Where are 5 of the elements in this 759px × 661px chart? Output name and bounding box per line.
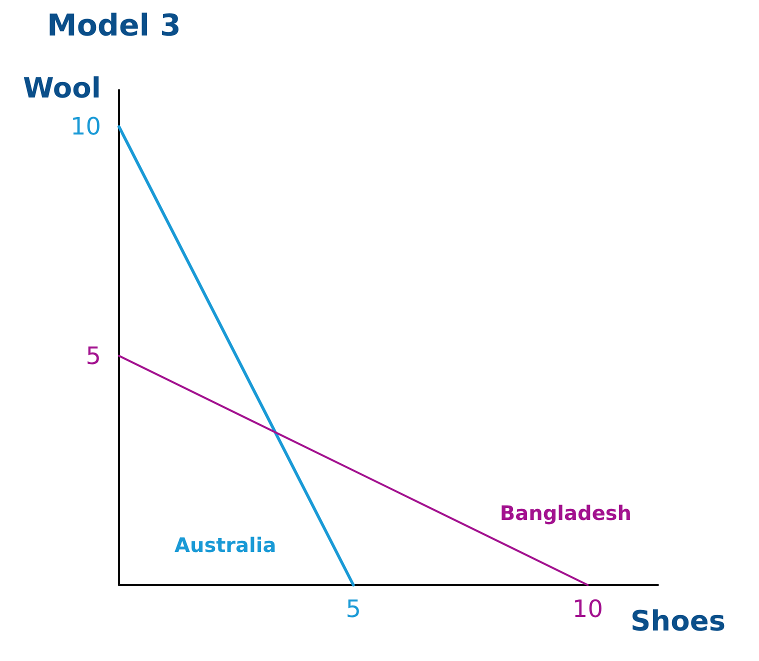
series-label: Bangladesh <box>500 501 632 525</box>
y-axis-title: Wool <box>23 72 101 104</box>
x-axis-title: Shoes <box>630 604 726 638</box>
chart-title: Model 3 <box>47 8 181 44</box>
text: Australia <box>174 533 276 557</box>
